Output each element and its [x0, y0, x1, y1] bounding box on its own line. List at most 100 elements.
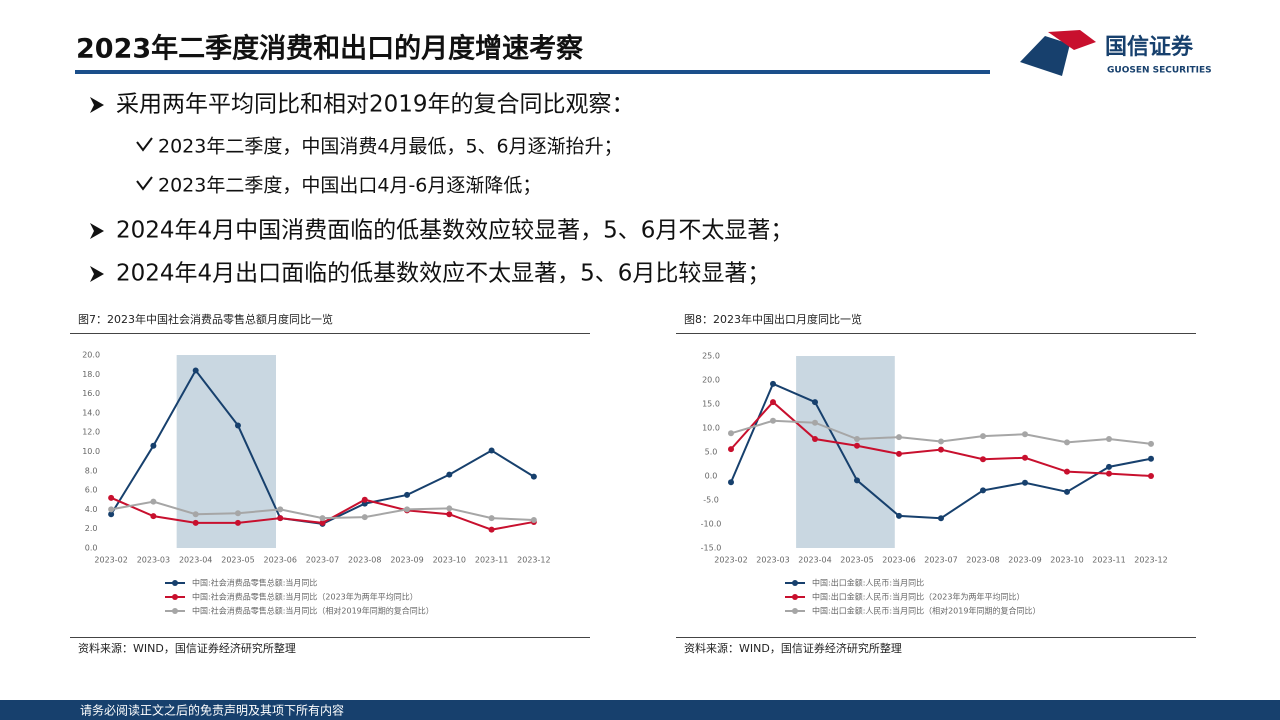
- legend-label: 中国:社会消费品零售总额:当月同比（2023年为两年平均同比）: [192, 592, 418, 602]
- bullet-arrow: [90, 266, 104, 282]
- bullet-arrow: [90, 97, 104, 113]
- point: [854, 436, 860, 443]
- x-tick-label: 2023-04: [798, 556, 831, 565]
- bullet-text: 2024年4月出口面临的低基数效应不太显著，5、6月比较显著；: [116, 261, 770, 287]
- point: [980, 433, 986, 440]
- point: [150, 498, 157, 505]
- highlight-band: [796, 356, 895, 548]
- x-tick-label: 2023-12: [517, 556, 550, 565]
- point: [938, 446, 944, 453]
- point: [770, 417, 776, 424]
- check-mark: [136, 176, 153, 191]
- bullet-text: 采用两年平均同比和相对2019年的复合同比观察：: [116, 92, 635, 118]
- highlight-band: [176, 355, 276, 548]
- y-tick-label: 2.0: [85, 524, 98, 533]
- point: [404, 491, 411, 498]
- x-tick-label: 2023-09: [390, 556, 423, 565]
- x-tick-label: 2023-08: [348, 556, 381, 565]
- legend-label: 中国:出口金额:人民币:当月同比（2023年为两年平均同比）: [812, 592, 1024, 602]
- check-mark: [136, 137, 153, 152]
- point: [446, 505, 453, 512]
- x-tick-label: 2023-12: [1134, 556, 1167, 565]
- y-tick-label: 20.0: [702, 376, 720, 385]
- point: [812, 399, 818, 406]
- y-tick-label: 8.0: [85, 466, 98, 475]
- point: [150, 513, 157, 520]
- y-tick-label: 5.0: [705, 448, 718, 457]
- point: [361, 496, 368, 503]
- point: [1148, 473, 1154, 479]
- point: [108, 494, 115, 501]
- point: [108, 511, 115, 518]
- slide-title: 2023年二季度消费和出口的月度增速考察: [76, 33, 584, 65]
- point: [1106, 436, 1112, 443]
- point: [488, 447, 495, 454]
- point: [361, 514, 368, 521]
- y-tick-label: 16.0: [82, 389, 100, 398]
- x-tick-label: 2023-02: [714, 556, 747, 565]
- x-tick-label: 2023-10: [433, 556, 466, 565]
- x-tick-label: 2023-03: [756, 556, 789, 565]
- legend-swatch: [172, 594, 178, 600]
- legend-label: 中国:社会消费品零售总额:当月同比: [192, 578, 317, 588]
- point: [150, 442, 157, 449]
- x-tick-label: 2023-05: [221, 556, 254, 565]
- x-tick-label: 2023-11: [1092, 556, 1125, 565]
- point: [192, 367, 199, 374]
- point: [1148, 455, 1154, 462]
- y-tick-label: 0.0: [85, 544, 98, 553]
- point: [488, 526, 495, 533]
- x-tick-label: 2023-04: [179, 556, 212, 565]
- point: [446, 471, 453, 478]
- point: [896, 450, 902, 457]
- point: [854, 442, 860, 449]
- point: [1106, 470, 1112, 477]
- point: [1106, 463, 1112, 470]
- chart-title: 图7：2023年中国社会消费品零售总额月度同比一览: [78, 312, 333, 326]
- legend-swatch: [172, 608, 178, 614]
- point: [896, 512, 902, 519]
- series-line: [110, 368, 535, 525]
- footer-text: 请务必阅读正文之后的免责声明及其项下所有内容: [80, 703, 344, 718]
- y-tick-label: 25.0: [702, 352, 720, 361]
- legend-label: 中国:社会消费品零售总额:当月同比（相对2019年同期的复合同比）: [192, 606, 434, 616]
- point: [896, 434, 902, 441]
- point: [1064, 439, 1070, 446]
- point: [980, 456, 986, 463]
- footer-bar: [0, 700, 1280, 720]
- point: [980, 487, 986, 494]
- rule: [676, 333, 1196, 334]
- y-tick-label: 6.0: [85, 486, 98, 495]
- point: [319, 515, 326, 522]
- point: [192, 519, 199, 526]
- sub-bullet-text: 2023年二季度，中国出口4月-6月逐渐降低；: [158, 175, 541, 197]
- y-tick-label: -5.0: [703, 496, 719, 505]
- point: [1022, 479, 1028, 486]
- y-tick-label: 20.0: [82, 351, 100, 360]
- point: [812, 419, 818, 426]
- x-tick-label: 2023-10: [1050, 556, 1083, 565]
- point: [812, 436, 818, 443]
- point: [404, 506, 411, 513]
- title-rule: [75, 70, 990, 74]
- y-tick-label: 12.0: [82, 428, 100, 437]
- point: [446, 511, 453, 518]
- point: [234, 422, 241, 429]
- point: [770, 380, 776, 387]
- y-tick-label: -10.0: [701, 520, 722, 529]
- y-tick-label: 0.0: [705, 472, 718, 481]
- y-tick-label: 15.0: [702, 400, 720, 409]
- point: [1148, 440, 1154, 447]
- point: [1022, 454, 1028, 461]
- x-tick-label: 2023-07: [924, 556, 957, 565]
- logo-text: GUOSEN SECURITIES: [1107, 66, 1212, 76]
- x-tick-label: 2023-02: [94, 556, 127, 565]
- point: [854, 477, 860, 484]
- point: [1064, 488, 1070, 495]
- point: [1022, 431, 1028, 438]
- legend-swatch: [172, 580, 178, 586]
- rule: [676, 637, 1196, 638]
- logo-mark: [1048, 30, 1096, 50]
